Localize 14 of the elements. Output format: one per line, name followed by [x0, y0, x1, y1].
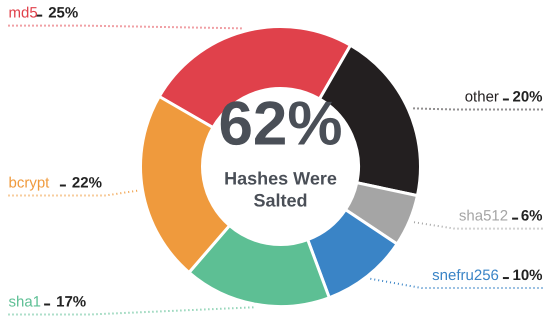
slice-label: sha1: [8, 294, 42, 310]
data-label: 6%: [520, 208, 543, 225]
data-label: 20%: [512, 88, 543, 106]
text: Hashes Were Salted: [224, 168, 337, 210]
slice-label: md5: [8, 4, 38, 22]
slice-label: snefru256: [432, 267, 499, 284]
legend-label: other: [464, 88, 499, 106]
data-label: 17%: [56, 294, 86, 310]
data-label: 25%: [48, 4, 78, 22]
data-label: 10%: [512, 267, 543, 284]
text: 62%: [218, 90, 343, 158]
slice-label: bcrypt: [8, 174, 50, 192]
data-label: 22%: [72, 174, 102, 192]
slice-label: sha512: [458, 208, 508, 225]
